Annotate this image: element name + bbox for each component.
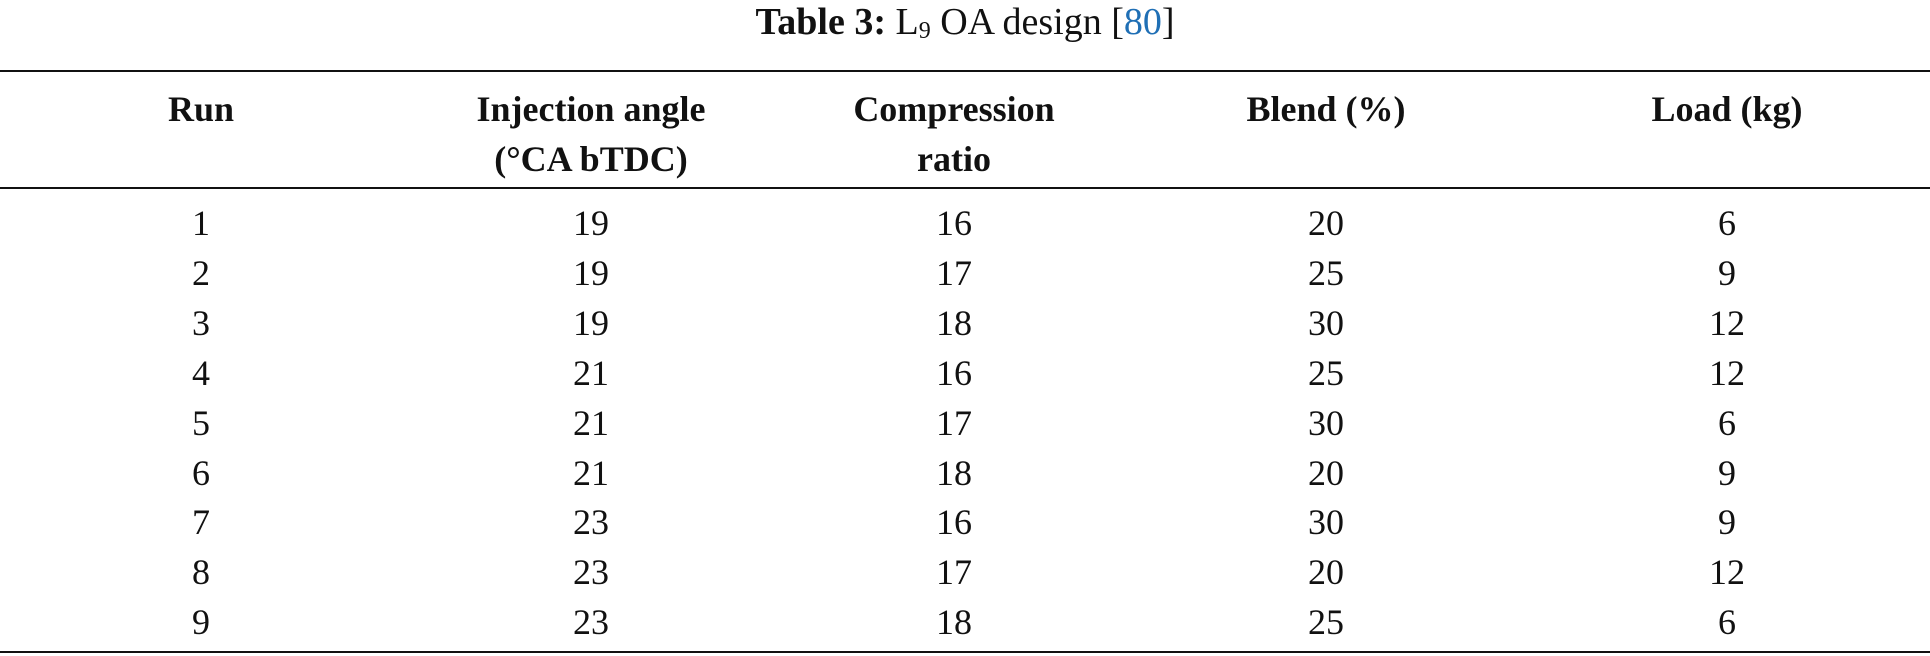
column-header: (°CA bTDC) bbox=[494, 139, 688, 179]
caption-title: L bbox=[895, 1, 919, 43]
table-cell: 21 bbox=[573, 352, 609, 393]
table-cell: 23 bbox=[573, 502, 609, 543]
table-cell: 16 bbox=[936, 203, 972, 243]
table-cell: 16 bbox=[936, 502, 972, 543]
table-cell: 30 bbox=[1308, 502, 1344, 543]
table-cell: 21 bbox=[573, 452, 609, 493]
table-cell: 12 bbox=[1709, 302, 1745, 343]
column-header: ratio bbox=[917, 139, 991, 179]
table-cell: 25 bbox=[1308, 602, 1344, 643]
table-cell: 12 bbox=[1709, 552, 1745, 593]
citation-link[interactable]: 80 bbox=[1123, 1, 1162, 43]
caption-label: Table 3: bbox=[755, 1, 887, 43]
caption-subscript: 9 bbox=[918, 18, 931, 44]
table-cell: 8 bbox=[192, 552, 210, 593]
table-cell: 23 bbox=[573, 552, 609, 593]
top-rule bbox=[0, 70, 1930, 72]
column-header: Compression bbox=[853, 89, 1055, 129]
table-cell: 18 bbox=[936, 452, 972, 493]
table-cell: 19 bbox=[573, 302, 609, 343]
table-cell: 5 bbox=[192, 402, 210, 443]
bracket: ] bbox=[1161, 1, 1175, 43]
column-header: Load (kg) bbox=[1651, 89, 1803, 129]
table-caption: Table 3: L9 OA design [80] bbox=[0, 1, 1930, 44]
table-cell: 6 bbox=[192, 452, 210, 493]
table-cell: 17 bbox=[936, 552, 972, 593]
table-cell: 9 bbox=[192, 602, 210, 643]
table-cell: 17 bbox=[936, 252, 972, 293]
table-cell: 30 bbox=[1308, 402, 1344, 443]
table-cell: 6 bbox=[1718, 602, 1736, 643]
table-cell: 9 bbox=[1718, 452, 1736, 493]
table-cell: 30 bbox=[1308, 302, 1344, 343]
table-cell: 21 bbox=[573, 402, 609, 443]
table-cell: 2 bbox=[192, 252, 210, 293]
table-cell: 25 bbox=[1308, 252, 1344, 293]
table-cell: 1 bbox=[192, 203, 210, 243]
column-header: Injection angle bbox=[476, 89, 706, 129]
bottom-rule bbox=[0, 651, 1930, 653]
table-cell: 3 bbox=[192, 302, 210, 343]
table-cell: 7 bbox=[192, 502, 210, 543]
caption-title: OA design bbox=[940, 1, 1102, 43]
table-cell: 20 bbox=[1308, 452, 1344, 493]
table-cell: 9 bbox=[1718, 252, 1736, 293]
header-rule bbox=[0, 187, 1930, 189]
table-cell: 18 bbox=[936, 602, 972, 643]
table-cell: 18 bbox=[936, 302, 972, 343]
bracket: [ bbox=[1111, 1, 1124, 43]
table-cell: 4 bbox=[192, 352, 210, 393]
table-cell: 6 bbox=[1718, 203, 1736, 243]
table-cell: 9 bbox=[1718, 502, 1736, 543]
table-cell: 19 bbox=[573, 252, 609, 293]
column-header: Run bbox=[167, 89, 235, 129]
table-cell: 12 bbox=[1709, 352, 1745, 393]
table-cell: 20 bbox=[1308, 552, 1344, 593]
table-cell: 23 bbox=[573, 602, 609, 643]
table-cell: 6 bbox=[1718, 402, 1736, 443]
table-cell: 16 bbox=[936, 352, 972, 393]
table-cell: 20 bbox=[1308, 203, 1344, 243]
table-cell: 17 bbox=[936, 402, 972, 443]
table-cell: 25 bbox=[1308, 352, 1344, 393]
column-header: Blend (%) bbox=[1246, 89, 1406, 129]
table-cell: 19 bbox=[573, 203, 609, 243]
